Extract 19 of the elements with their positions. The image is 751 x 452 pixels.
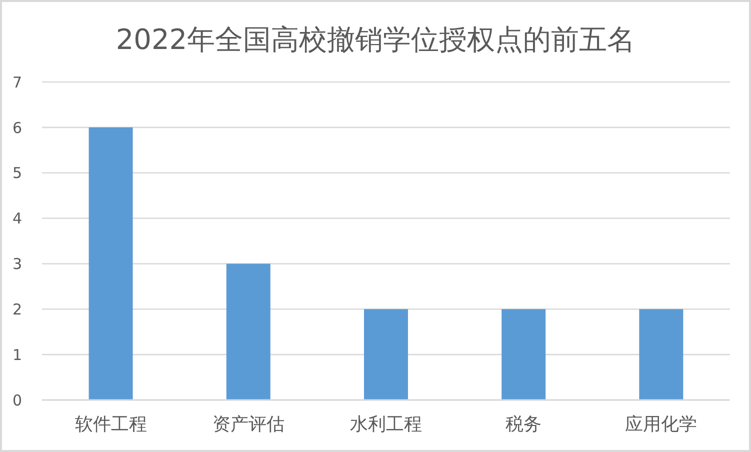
bar (639, 309, 684, 400)
bar (364, 309, 408, 400)
x-tick-label: 应用化学 (625, 414, 698, 435)
x-tick-label: 资产评估 (212, 414, 284, 435)
y-tick-label: 3 (12, 255, 22, 274)
bar (88, 127, 133, 400)
x-tick-label: 软件工程 (74, 414, 147, 435)
y-tick-label: 4 (12, 210, 22, 228)
y-tick-label: 7 (12, 73, 22, 92)
chart-title: 2022年全国高校撤销学位授权点的前五名 (114, 23, 636, 56)
y-tick-label: 5 (12, 164, 22, 182)
y-tick-label: 0 (12, 391, 22, 410)
y-tick-label: 2 (12, 300, 22, 318)
x-tick-label: 税务 (506, 414, 542, 435)
y-tick-label: 1 (12, 346, 22, 364)
x-tick-label: 水利工程 (350, 414, 422, 435)
bar (502, 309, 546, 400)
y-tick-label: 6 (12, 118, 22, 137)
bar (226, 264, 270, 400)
